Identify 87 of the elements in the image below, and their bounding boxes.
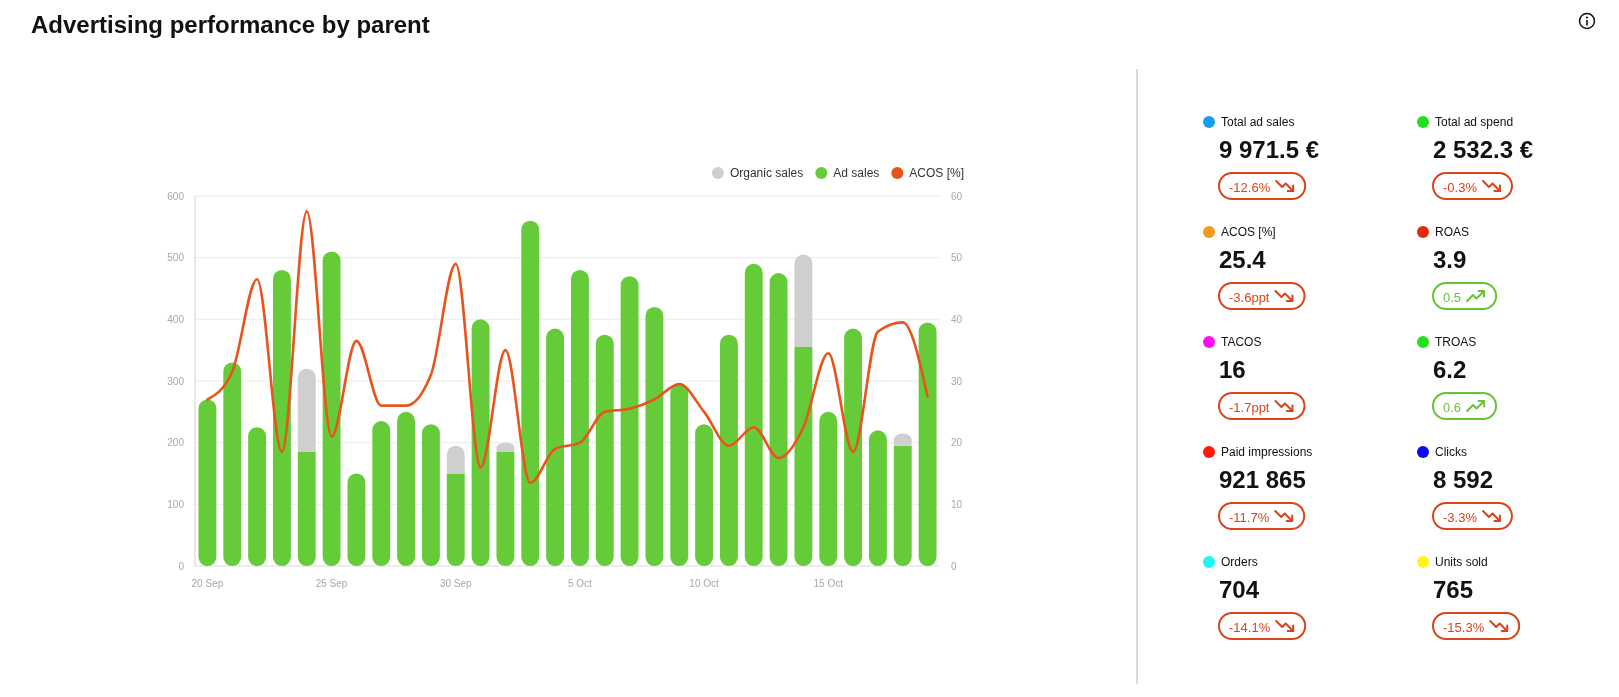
bar	[223, 362, 242, 566]
y2-tick-label: 10	[951, 498, 963, 510]
bar	[918, 322, 937, 566]
bar	[868, 430, 887, 566]
x-tick-label: 10 Oct	[689, 578, 720, 589]
bar	[446, 473, 465, 566]
data-label: -12.6%	[1229, 179, 1271, 194]
bar	[893, 445, 912, 566]
data-label: -3.3%	[1443, 509, 1478, 524]
category-label: Units sold	[1435, 555, 1488, 569]
x-tick-label: 25 Sep	[315, 578, 348, 589]
category-label: Clicks	[1435, 445, 1467, 459]
category-label: TROAS	[1435, 335, 1477, 349]
bar	[248, 427, 267, 566]
line-series	[206, 210, 929, 485]
data-label: 704	[1219, 576, 1260, 603]
category-label: ACOS [%]	[1221, 225, 1276, 239]
bar	[719, 334, 738, 566]
bar	[794, 254, 813, 348]
data-label: 9 971.5 €	[1219, 136, 1320, 163]
bar	[819, 411, 838, 566]
y-tick-label: 0	[178, 560, 185, 572]
bar	[645, 307, 664, 566]
data-label: 2 532.3 €	[1433, 136, 1534, 163]
data-label: -15.3%	[1443, 619, 1485, 634]
y2-tick-label: 30	[951, 375, 963, 387]
bar	[794, 347, 813, 566]
bar	[471, 319, 490, 566]
data-label: 0.5	[1443, 289, 1462, 304]
data-label: 765	[1433, 576, 1474, 603]
x-tick-label: 5 Oct	[567, 578, 593, 589]
y-tick-label: 200	[167, 437, 185, 449]
y2-tick-label: 0	[951, 560, 957, 572]
data-label: 6.2	[1433, 356, 1467, 383]
bar	[372, 421, 391, 566]
chart-title: Advertising performance by parent	[31, 11, 430, 38]
bar	[670, 384, 689, 566]
category-label: Total ad spend	[1435, 115, 1514, 129]
bar	[198, 399, 217, 566]
category-label: Orders	[1221, 555, 1258, 569]
data-label: 3.9	[1433, 246, 1467, 273]
bar	[695, 424, 714, 566]
data-label: -3.6ppt	[1229, 289, 1270, 304]
category-label: ROAS	[1435, 225, 1470, 239]
bar	[297, 368, 316, 452]
y-tick-label: 400	[167, 313, 185, 325]
data-label: -0.3%	[1443, 179, 1478, 194]
y-tick-label: 500	[167, 252, 185, 264]
data-label: -14.1%	[1229, 619, 1271, 634]
bar	[844, 328, 863, 566]
legend-label: Organic sales	[729, 166, 804, 180]
y2-tick-label: 20	[951, 437, 963, 449]
bar	[421, 424, 440, 566]
data-label: -1.7ppt	[1229, 399, 1270, 414]
bar	[496, 451, 515, 566]
y-tick-label: 300	[167, 375, 185, 387]
data-label: 25.4	[1219, 246, 1267, 273]
bar	[272, 270, 291, 566]
bar	[546, 328, 565, 566]
y2-tick-label: 50	[951, 252, 963, 264]
category-label: TACOS	[1221, 335, 1262, 349]
legend-label: ACOS [%]	[909, 166, 965, 180]
data-label: 0.6	[1443, 399, 1462, 414]
y2-tick-label: 60	[951, 190, 963, 202]
bar	[744, 263, 763, 566]
data-label: 921 865	[1219, 466, 1306, 493]
data-label: 8 592	[1433, 466, 1494, 493]
legend-label: Ad sales	[833, 166, 880, 180]
bar	[570, 270, 589, 566]
bar	[769, 273, 788, 566]
x-tick-label: 30 Sep	[439, 578, 473, 589]
y2-tick-label: 40	[951, 313, 963, 325]
x-tick-label: 15 Oct	[813, 578, 844, 589]
data-label: -11.7%	[1229, 509, 1270, 524]
bar	[620, 276, 639, 566]
x-tick-label: 20 Sep	[191, 578, 224, 589]
bar	[347, 473, 366, 566]
category-label: Paid impressions	[1221, 445, 1313, 459]
bar	[397, 411, 416, 566]
bar	[297, 451, 316, 566]
bar	[322, 251, 341, 566]
data-label: 16	[1219, 356, 1246, 383]
y-tick-label: 100	[167, 498, 185, 510]
bar	[595, 334, 614, 566]
category-label: Total ad sales	[1221, 115, 1295, 129]
bar	[521, 220, 540, 566]
y-tick-label: 600	[167, 190, 185, 202]
